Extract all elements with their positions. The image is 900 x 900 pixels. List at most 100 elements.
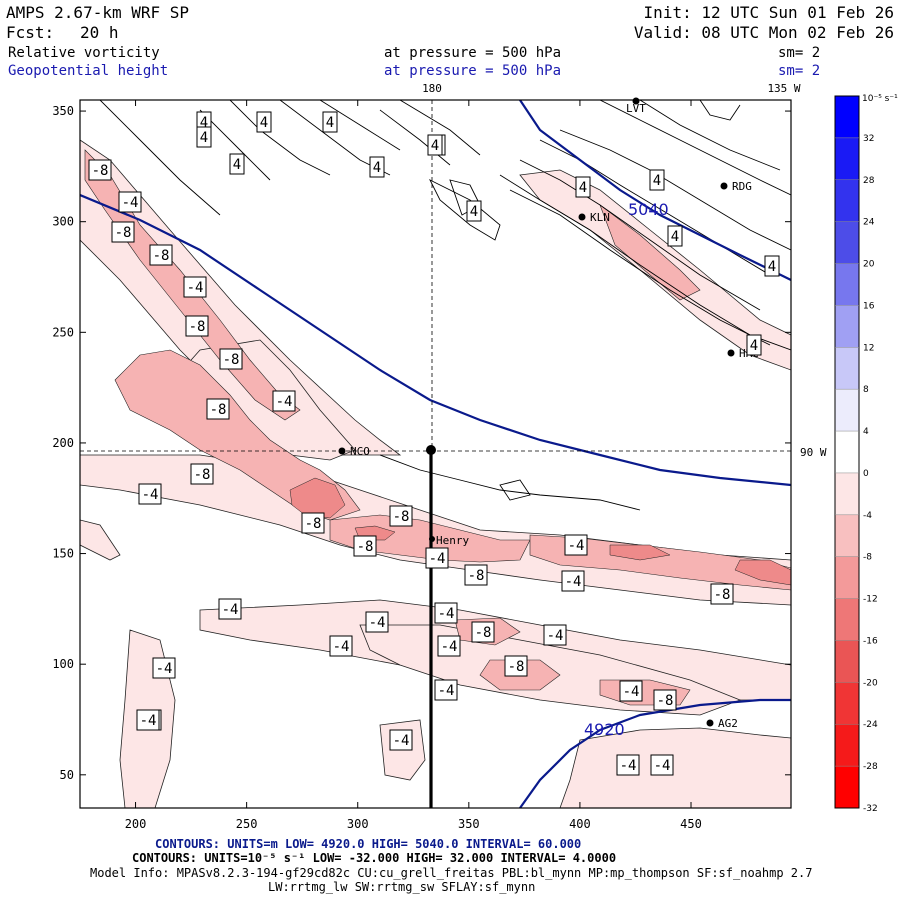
field1-name: Relative vorticity: [8, 45, 160, 61]
vorticity-label-text: 4: [326, 115, 334, 131]
field2-name: Geopotential height: [8, 63, 168, 79]
vorticity-label: -4: [329, 635, 353, 657]
colorbar-tick-label: 4: [863, 427, 869, 437]
vorticity-label-text: 4: [431, 138, 439, 154]
vorticity-label-text: 4: [233, 157, 241, 173]
vorticity-label-text: -8: [115, 225, 132, 241]
colorbar-swatch: [835, 766, 859, 808]
station-rdg: RDG: [720, 180, 752, 193]
vorticity-label-text: -4: [276, 394, 293, 410]
colorbar-tick-label: -4: [863, 511, 872, 521]
vorticity-label: -4: [561, 570, 585, 592]
y-axis: 350 300 250 200 150 100 50: [52, 104, 791, 782]
vorticity-label-text: -8: [223, 352, 240, 368]
valid-time: Valid: 08 UTC Mon 02 Feb 26: [634, 23, 894, 42]
vorticity-label: 4: [229, 153, 245, 175]
station-label: LVT: [626, 102, 646, 115]
model-title: AMPS 2.67-km WRF SP: [6, 3, 189, 22]
forecast-label: Fcst:: [6, 23, 54, 42]
colorbar-tick-label: -12: [863, 595, 878, 605]
vorticity-label-text: 4: [653, 173, 661, 189]
x-tick-label: 400: [569, 817, 591, 831]
vorticity-label-text: -4: [441, 639, 458, 655]
x-tick-label: 450: [680, 817, 702, 831]
y-tick-label: 100: [52, 657, 74, 671]
colorbar-tick-label: -32: [863, 804, 878, 814]
colorbar-swatch: [835, 472, 859, 515]
y-tick-label: 200: [52, 436, 74, 450]
station-label: KLN: [590, 211, 610, 224]
colorbar-swatch: [835, 137, 859, 180]
field1-level: at pressure = 500 hPa: [384, 45, 561, 61]
colorbar-swatch: [835, 221, 859, 264]
station-kln: KLN: [578, 211, 610, 224]
vorticity-label-text: -4: [333, 639, 350, 655]
footer-height-contours: CONTOURS: UNITS=m LOW= 4920.0 HIGH= 5040…: [155, 837, 581, 851]
vorticity-label: -8: [353, 535, 377, 557]
colorbar-swatch: [835, 305, 859, 348]
vorticity-label-text: -4: [122, 195, 139, 211]
cross-section-marker: [426, 445, 436, 455]
vorticity-label-text: -8: [468, 568, 485, 584]
x-tick-label: 200: [125, 817, 147, 831]
vorticity-label: 4: [746, 334, 762, 356]
footer-vort-contours: CONTOURS: UNITS=10⁻⁵ s⁻¹ LOW= -32.000 HI…: [132, 851, 616, 865]
colorbar-tick-label: 32: [863, 134, 874, 144]
vorticity-label-text: -8: [92, 163, 109, 179]
vorticity-label-text: -8: [305, 516, 322, 532]
init-time: Init: 12 UTC Sun 01 Feb 26: [644, 3, 894, 22]
vorticity-label-text: 4: [768, 259, 776, 275]
vorticity-label-text: 4: [373, 160, 381, 176]
vorticity-label-text: 4: [750, 338, 758, 354]
station-label: NCO: [350, 445, 370, 458]
field2-smoothing: sm= 2: [778, 63, 820, 79]
station-label: Henry: [436, 534, 469, 547]
vorticity-label: 4: [466, 200, 482, 222]
colorbar-tick-label: 8: [863, 385, 869, 395]
vorticity-label: -4: [437, 635, 461, 657]
vorticity-label-text: -4: [222, 602, 239, 618]
vorticity-label: 4: [575, 176, 591, 198]
vorticity-label-text: -4: [568, 538, 585, 554]
vorticity-label-text: -8: [194, 467, 211, 483]
x-axis: 200 250 300 350 400 450: [125, 100, 702, 831]
field2-level: at pressure = 500 hPa: [384, 63, 561, 79]
vorticity-label: -4: [650, 754, 674, 776]
station-label: RDG: [732, 180, 752, 193]
vorticity-label: -4: [183, 276, 207, 298]
vorticity-label: -8: [88, 159, 112, 181]
vorticity-label: -4: [152, 657, 176, 679]
vorticity-label: 4: [764, 255, 780, 277]
vorticity-label: -4: [434, 602, 458, 624]
vorticity-label-text: -4: [654, 758, 671, 774]
vorticity-label: -8: [301, 512, 325, 534]
colorbar-swatch: [835, 556, 859, 599]
vorticity-label: -8: [219, 348, 243, 370]
vorticity-label: -4: [425, 547, 449, 569]
vorticity-label-text: -4: [620, 758, 637, 774]
vorticity-label-text: -8: [393, 509, 410, 525]
vorticity-label: -4: [389, 729, 413, 751]
colorbar-swatch: [835, 389, 859, 432]
station-henry: Henry: [429, 534, 469, 547]
colorbar-unit: 10⁻⁵ s⁻¹: [862, 94, 898, 104]
vorticity-label: -8: [653, 689, 677, 711]
y-tick-label: 300: [52, 215, 74, 229]
vorticity-label-text: -8: [714, 587, 731, 603]
height-contours: [80, 100, 791, 808]
vorticity-label: -8: [190, 463, 214, 485]
vorticity-label-text: -4: [623, 684, 640, 700]
colorbar-tick-label: 28: [863, 176, 875, 186]
colorbar-swatch: [835, 598, 859, 641]
vorticity-label: -8: [464, 564, 488, 586]
colorbar-swatch: [835, 514, 859, 557]
height-label-5040: 5040: [628, 200, 669, 219]
vorticity-label-text: -8: [189, 319, 206, 335]
vorticity-label: -4: [564, 534, 588, 556]
vorticity-label-text: -4: [369, 615, 386, 631]
y-tick-label: 50: [60, 768, 74, 782]
vorticity-label: -8: [471, 621, 495, 643]
vorticity-label-text: -4: [438, 683, 455, 699]
colorbar-swatch: [835, 724, 859, 767]
